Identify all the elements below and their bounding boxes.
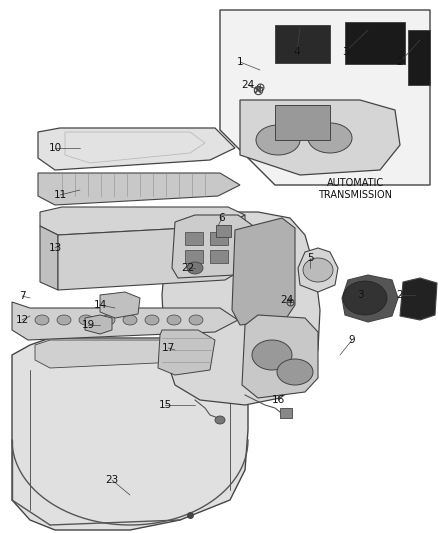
Text: 2: 2 [397, 290, 403, 300]
Bar [185, 250, 203, 263]
Text: 15: 15 [159, 400, 172, 410]
Polygon shape [12, 302, 238, 340]
Ellipse shape [187, 262, 203, 274]
Polygon shape [400, 278, 437, 320]
Text: 1: 1 [237, 57, 244, 67]
Text: 2: 2 [397, 57, 403, 67]
Text: 3: 3 [342, 47, 348, 57]
Text: 24: 24 [241, 80, 254, 90]
Text: 10: 10 [49, 143, 62, 153]
Polygon shape [342, 275, 398, 322]
Text: 13: 13 [48, 243, 62, 253]
Polygon shape [158, 330, 215, 375]
Polygon shape [242, 315, 318, 398]
Ellipse shape [101, 315, 115, 325]
Polygon shape [162, 212, 320, 405]
Text: 7: 7 [19, 291, 25, 301]
Polygon shape [220, 10, 430, 185]
Ellipse shape [343, 281, 387, 315]
Text: 4: 4 [294, 47, 300, 57]
Text: 16: 16 [272, 395, 285, 405]
Polygon shape [40, 226, 58, 290]
Ellipse shape [35, 315, 49, 325]
Ellipse shape [252, 340, 292, 370]
Polygon shape [172, 215, 252, 278]
Polygon shape [38, 128, 235, 170]
Text: 23: 23 [106, 475, 119, 485]
Ellipse shape [57, 315, 71, 325]
Ellipse shape [123, 315, 137, 325]
Polygon shape [100, 292, 140, 318]
Ellipse shape [167, 315, 181, 325]
Ellipse shape [256, 125, 300, 155]
Text: 5: 5 [307, 253, 313, 263]
Polygon shape [40, 207, 245, 235]
Polygon shape [58, 215, 245, 290]
Text: 14: 14 [93, 300, 106, 310]
Text: TRANSMISSION: TRANSMISSION [318, 190, 392, 200]
Polygon shape [12, 338, 248, 530]
Polygon shape [240, 100, 400, 175]
Ellipse shape [303, 258, 333, 282]
Bar [185, 232, 203, 245]
Text: AUTOMATIC: AUTOMATIC [326, 178, 384, 188]
Bar [210, 232, 228, 245]
Polygon shape [298, 248, 338, 292]
Polygon shape [85, 315, 112, 334]
Ellipse shape [145, 315, 159, 325]
Ellipse shape [189, 315, 203, 325]
Text: 24: 24 [280, 295, 293, 305]
Bar [275, 25, 330, 63]
Bar [210, 250, 228, 263]
Ellipse shape [215, 416, 225, 424]
Text: 11: 11 [53, 190, 67, 200]
Polygon shape [38, 173, 240, 205]
Ellipse shape [308, 123, 352, 153]
Bar [345, 22, 405, 64]
Ellipse shape [277, 359, 313, 385]
Text: 19: 19 [81, 320, 95, 330]
Text: 12: 12 [15, 315, 28, 325]
Bar [216, 225, 231, 237]
Polygon shape [232, 218, 295, 325]
Bar [408, 30, 430, 85]
Ellipse shape [79, 315, 93, 325]
Bar [280, 408, 292, 418]
Text: 17: 17 [161, 343, 175, 353]
Text: 3: 3 [357, 290, 363, 300]
Polygon shape [35, 340, 232, 368]
Bar [275, 105, 330, 140]
Text: 6: 6 [219, 213, 225, 223]
Text: 22: 22 [181, 263, 194, 273]
Text: 9: 9 [349, 335, 355, 345]
